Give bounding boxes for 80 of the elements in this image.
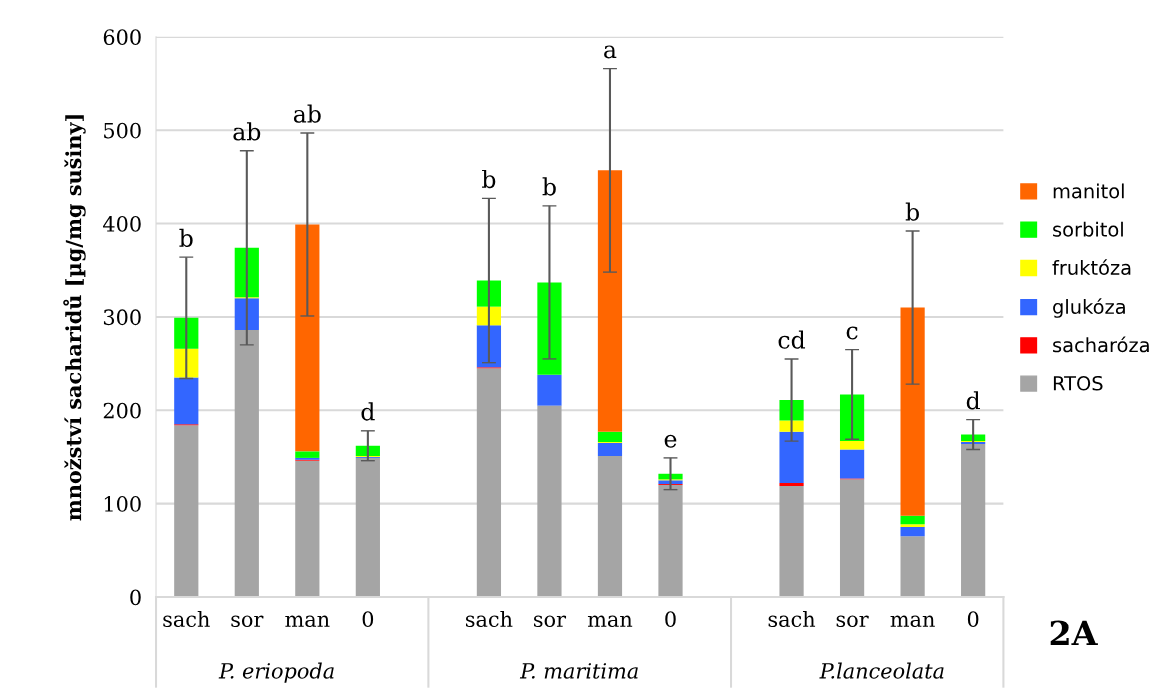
bar: [597, 431, 623, 443]
x-tick-label: sor: [836, 615, 869, 628]
bar: [779, 431, 804, 484]
y-axis-title: množství sacharidů [µg/mg sušiny]: [63, 115, 86, 521]
bar: [900, 307, 925, 516]
y-tick-label: 300: [103, 309, 141, 326]
bar: [537, 282, 562, 375]
bar: [295, 460, 320, 597]
annotation: b: [905, 202, 919, 221]
x-tick-label: sach: [465, 610, 513, 628]
annotation: ab: [293, 104, 321, 123]
legend-label: sorbitol: [1053, 221, 1123, 237]
y-tick-label: 0: [130, 589, 141, 606]
y-tick-label: 400: [103, 216, 141, 232]
bar: [476, 325, 502, 368]
text: 2A: [1050, 620, 1098, 646]
x-tick-label: sor: [231, 615, 264, 628]
bar: [597, 170, 623, 432]
annotation: e: [664, 434, 677, 448]
bar: [597, 442, 623, 457]
bar: [900, 515, 925, 525]
y-tick-label: 500: [104, 122, 141, 139]
x-tick-label: sor: [534, 615, 567, 628]
bar: [174, 425, 199, 597]
bar: [537, 405, 562, 597]
text: P. eriopoda: [218, 662, 334, 683]
bar: [234, 298, 259, 330]
bar: [234, 247, 259, 298]
annotation: b: [542, 177, 556, 196]
bar: [597, 456, 623, 597]
bar: [839, 479, 865, 597]
bar: [779, 483, 804, 486]
x-tick-label: man: [890, 615, 935, 628]
x-tick-label: 0: [967, 611, 979, 628]
bar: [961, 443, 986, 597]
x-tick-label: 0: [665, 611, 676, 628]
bar: [839, 449, 865, 479]
legend-label: RTOS: [1053, 375, 1103, 391]
x-tick-label: sach: [768, 610, 816, 628]
x-tick-label: sach: [163, 610, 210, 628]
legend-label: glukóza: [1053, 298, 1125, 318]
bar: [476, 368, 502, 597]
bar: [779, 420, 804, 432]
legend-label: manitol: [1053, 183, 1124, 199]
bar: [900, 524, 925, 527]
bar: [476, 280, 502, 307]
bar: [839, 394, 865, 442]
text: P.lanceolata: [819, 662, 944, 679]
annotation: c: [846, 326, 858, 340]
annotation: d: [966, 391, 980, 410]
annotation: ab: [233, 122, 261, 141]
annotation: b: [482, 169, 496, 189]
bar: [900, 536, 925, 597]
bar: [900, 526, 925, 537]
bar: [174, 317, 199, 349]
x-tick-label: 0: [362, 611, 374, 628]
bar: [779, 485, 804, 597]
bar: [839, 441, 865, 450]
x-tick-label: man: [587, 615, 633, 628]
legend-label: fruktóza: [1052, 259, 1131, 276]
bar: [779, 400, 804, 421]
bar: [355, 457, 380, 597]
bar: [234, 329, 259, 597]
bar: [295, 451, 320, 458]
bar: [355, 445, 380, 457]
bar: [537, 374, 562, 406]
annotation: cd: [778, 330, 806, 349]
text: P. maritima: [519, 663, 638, 679]
x-tick-label: man: [285, 615, 330, 628]
bar: [295, 224, 320, 452]
annotation: d: [361, 402, 375, 421]
bar: [174, 348, 199, 378]
legend-label: sacharóza: [1053, 336, 1149, 353]
y-tick-label: 100: [104, 496, 141, 512]
annotation: b: [179, 228, 193, 247]
bar: [174, 377, 199, 425]
bar: [658, 484, 683, 597]
annotation: a: [604, 45, 617, 59]
y-tick-label: 600: [103, 29, 141, 46]
y-tick-label: 200: [103, 402, 141, 419]
